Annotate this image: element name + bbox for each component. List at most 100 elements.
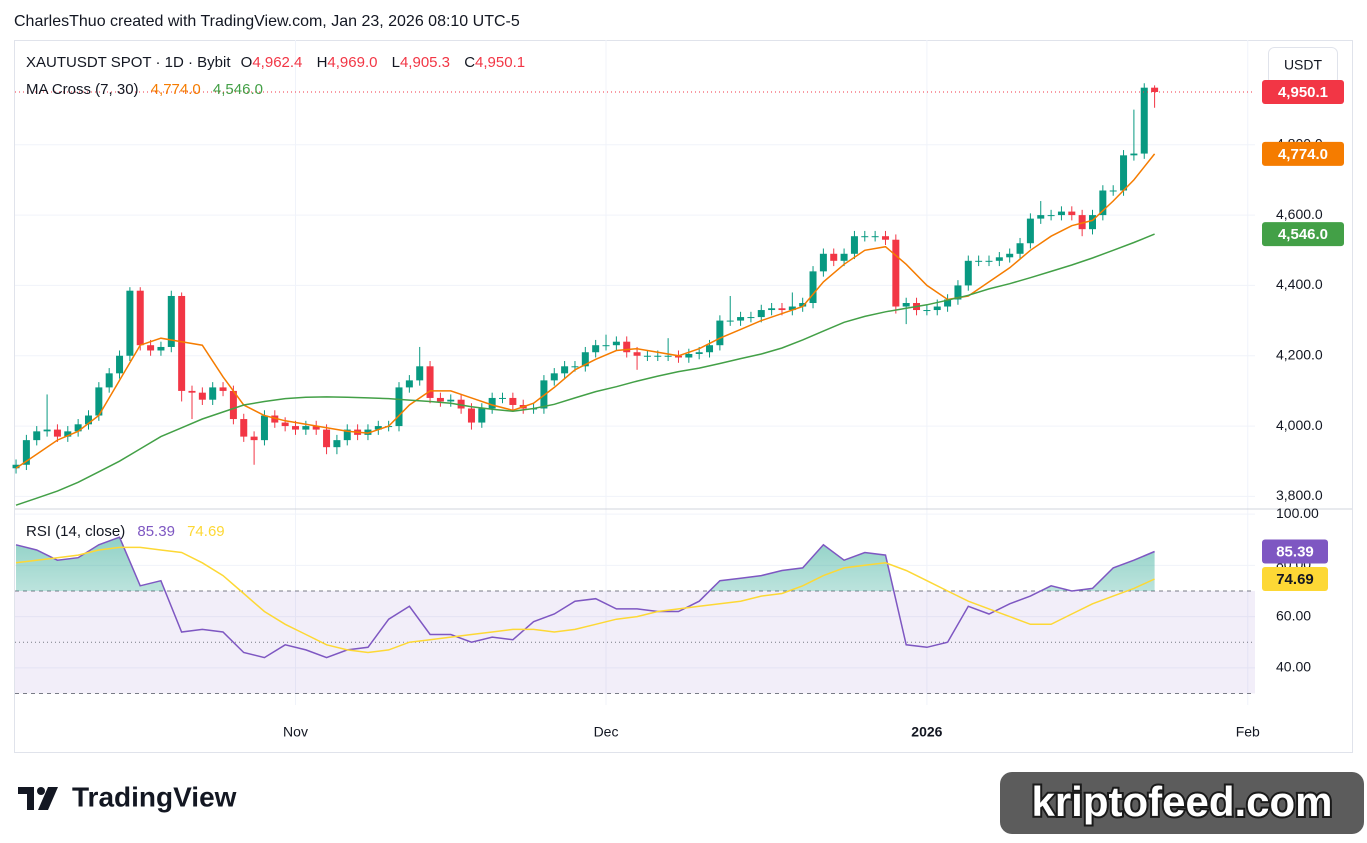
candle-body — [892, 239, 900, 307]
candle-body — [1140, 87, 1148, 154]
candle-body — [923, 310, 931, 312]
logo-shape — [37, 787, 45, 795]
candle-body — [643, 355, 651, 357]
candle-body — [1047, 215, 1055, 217]
candle-body — [292, 426, 300, 430]
candle-body — [499, 397, 507, 399]
logo-shape — [18, 787, 34, 810]
rsi-value: 85.39 — [137, 523, 175, 540]
candle-body — [871, 236, 879, 238]
price-tag-label: 4,546.0 — [1278, 226, 1328, 243]
candle-body — [612, 341, 620, 346]
candle-body — [995, 257, 1003, 261]
candle-body — [581, 352, 589, 367]
y-tick-label: 4,600.0 — [1276, 206, 1323, 222]
candle-body — [768, 308, 776, 311]
candle-body — [550, 373, 558, 381]
candle-body — [1109, 190, 1117, 192]
candle-body — [95, 387, 103, 416]
candle-body — [22, 440, 30, 465]
candle-body — [944, 299, 952, 307]
price-legend: XAUTUSDT SPOT · 1D · Bybit O4,962.4 H4,9… — [26, 54, 525, 71]
candle-body — [323, 429, 331, 448]
candle-body — [778, 308, 786, 311]
watermark: kriptofeed.com — [1031, 778, 1332, 825]
candle-body — [333, 440, 341, 448]
y-tick-label: 100.00 — [1276, 505, 1319, 521]
x-tick-label: Feb — [1236, 724, 1260, 740]
candle-body — [975, 260, 983, 262]
value-tag — [1262, 566, 1328, 591]
candle-body — [198, 392, 206, 400]
candle-body — [229, 390, 237, 420]
candle-body — [281, 422, 289, 427]
candle-body — [416, 366, 424, 381]
candle-body — [933, 306, 941, 311]
candle-body — [592, 345, 600, 353]
candle-body — [74, 424, 82, 432]
candle-body — [240, 419, 248, 437]
price-tag-label: 4,774.0 — [1278, 146, 1328, 163]
price-tag — [1262, 80, 1344, 105]
ohlc-value: 4,969.0 — [327, 54, 377, 71]
candle-body — [302, 426, 310, 430]
candle-body — [312, 426, 320, 430]
candle-body — [674, 355, 682, 358]
candle-body — [33, 431, 41, 441]
candle-body — [809, 271, 817, 304]
overlay: XAUTUSDT SPOT · 1D · Bybit O4,962.4 H4,9… — [18, 47, 1364, 834]
candle-body — [1026, 218, 1034, 244]
candle-body — [881, 236, 889, 240]
candle-body — [447, 399, 455, 402]
candle-body — [1006, 253, 1014, 258]
candle-body — [395, 387, 403, 427]
candle-body — [53, 429, 61, 437]
candle-body — [457, 399, 465, 409]
candle-body — [126, 290, 134, 356]
candle-body — [1078, 215, 1086, 230]
rsi-line — [15, 536, 1155, 659]
candle-body — [954, 285, 962, 300]
candle-body — [757, 310, 765, 318]
candle-body — [633, 352, 641, 356]
candle-body — [664, 355, 672, 357]
price-tag — [1262, 141, 1344, 166]
candle-body — [364, 429, 372, 435]
candle-body — [1099, 190, 1107, 216]
candle-body — [964, 260, 972, 286]
ohlc-value: 4,962.4 — [252, 54, 302, 71]
chart-frame — [14, 40, 1353, 753]
value-tag — [1262, 539, 1328, 564]
price-tag — [1262, 222, 1344, 247]
rsi-legend: RSI (14, close) 85.39 74.69 — [26, 523, 225, 540]
candle-body — [861, 236, 869, 238]
x-tick-label: Nov — [283, 724, 308, 740]
ohlc-key: O — [241, 54, 253, 71]
candle-body — [43, 429, 51, 432]
candle-body — [1151, 87, 1159, 93]
candle-body — [819, 253, 827, 272]
candle-body — [178, 295, 186, 391]
value-tag-label: 74.69 — [1276, 571, 1314, 588]
ma-title: MA Cross (7, 30) — [26, 81, 139, 98]
candle-body — [1088, 215, 1096, 230]
ma-value: 4,546.0 — [213, 81, 263, 98]
marks — [12, 83, 1255, 694]
currency-label[interactable]: USDT — [1284, 57, 1323, 73]
candle-body — [1130, 153, 1138, 156]
y-tick-label: 4,000.0 — [1276, 417, 1323, 433]
ma-legend: MA Cross (7, 30) 4,774.0 4,546.0 — [26, 81, 263, 98]
candle-body — [654, 355, 662, 357]
y-tick-label: 3,800.0 — [1276, 487, 1323, 503]
candle-body — [561, 366, 569, 374]
candle-body — [147, 345, 155, 351]
symbol-title: XAUTUSDT SPOT · 1D · Bybit — [26, 54, 231, 71]
candle-body — [136, 290, 144, 346]
candle-body — [467, 408, 475, 423]
candle-body — [157, 346, 165, 351]
ohlc-key: H — [317, 54, 328, 71]
logo-text: TradingView — [72, 781, 237, 812]
candle-body — [695, 352, 703, 354]
